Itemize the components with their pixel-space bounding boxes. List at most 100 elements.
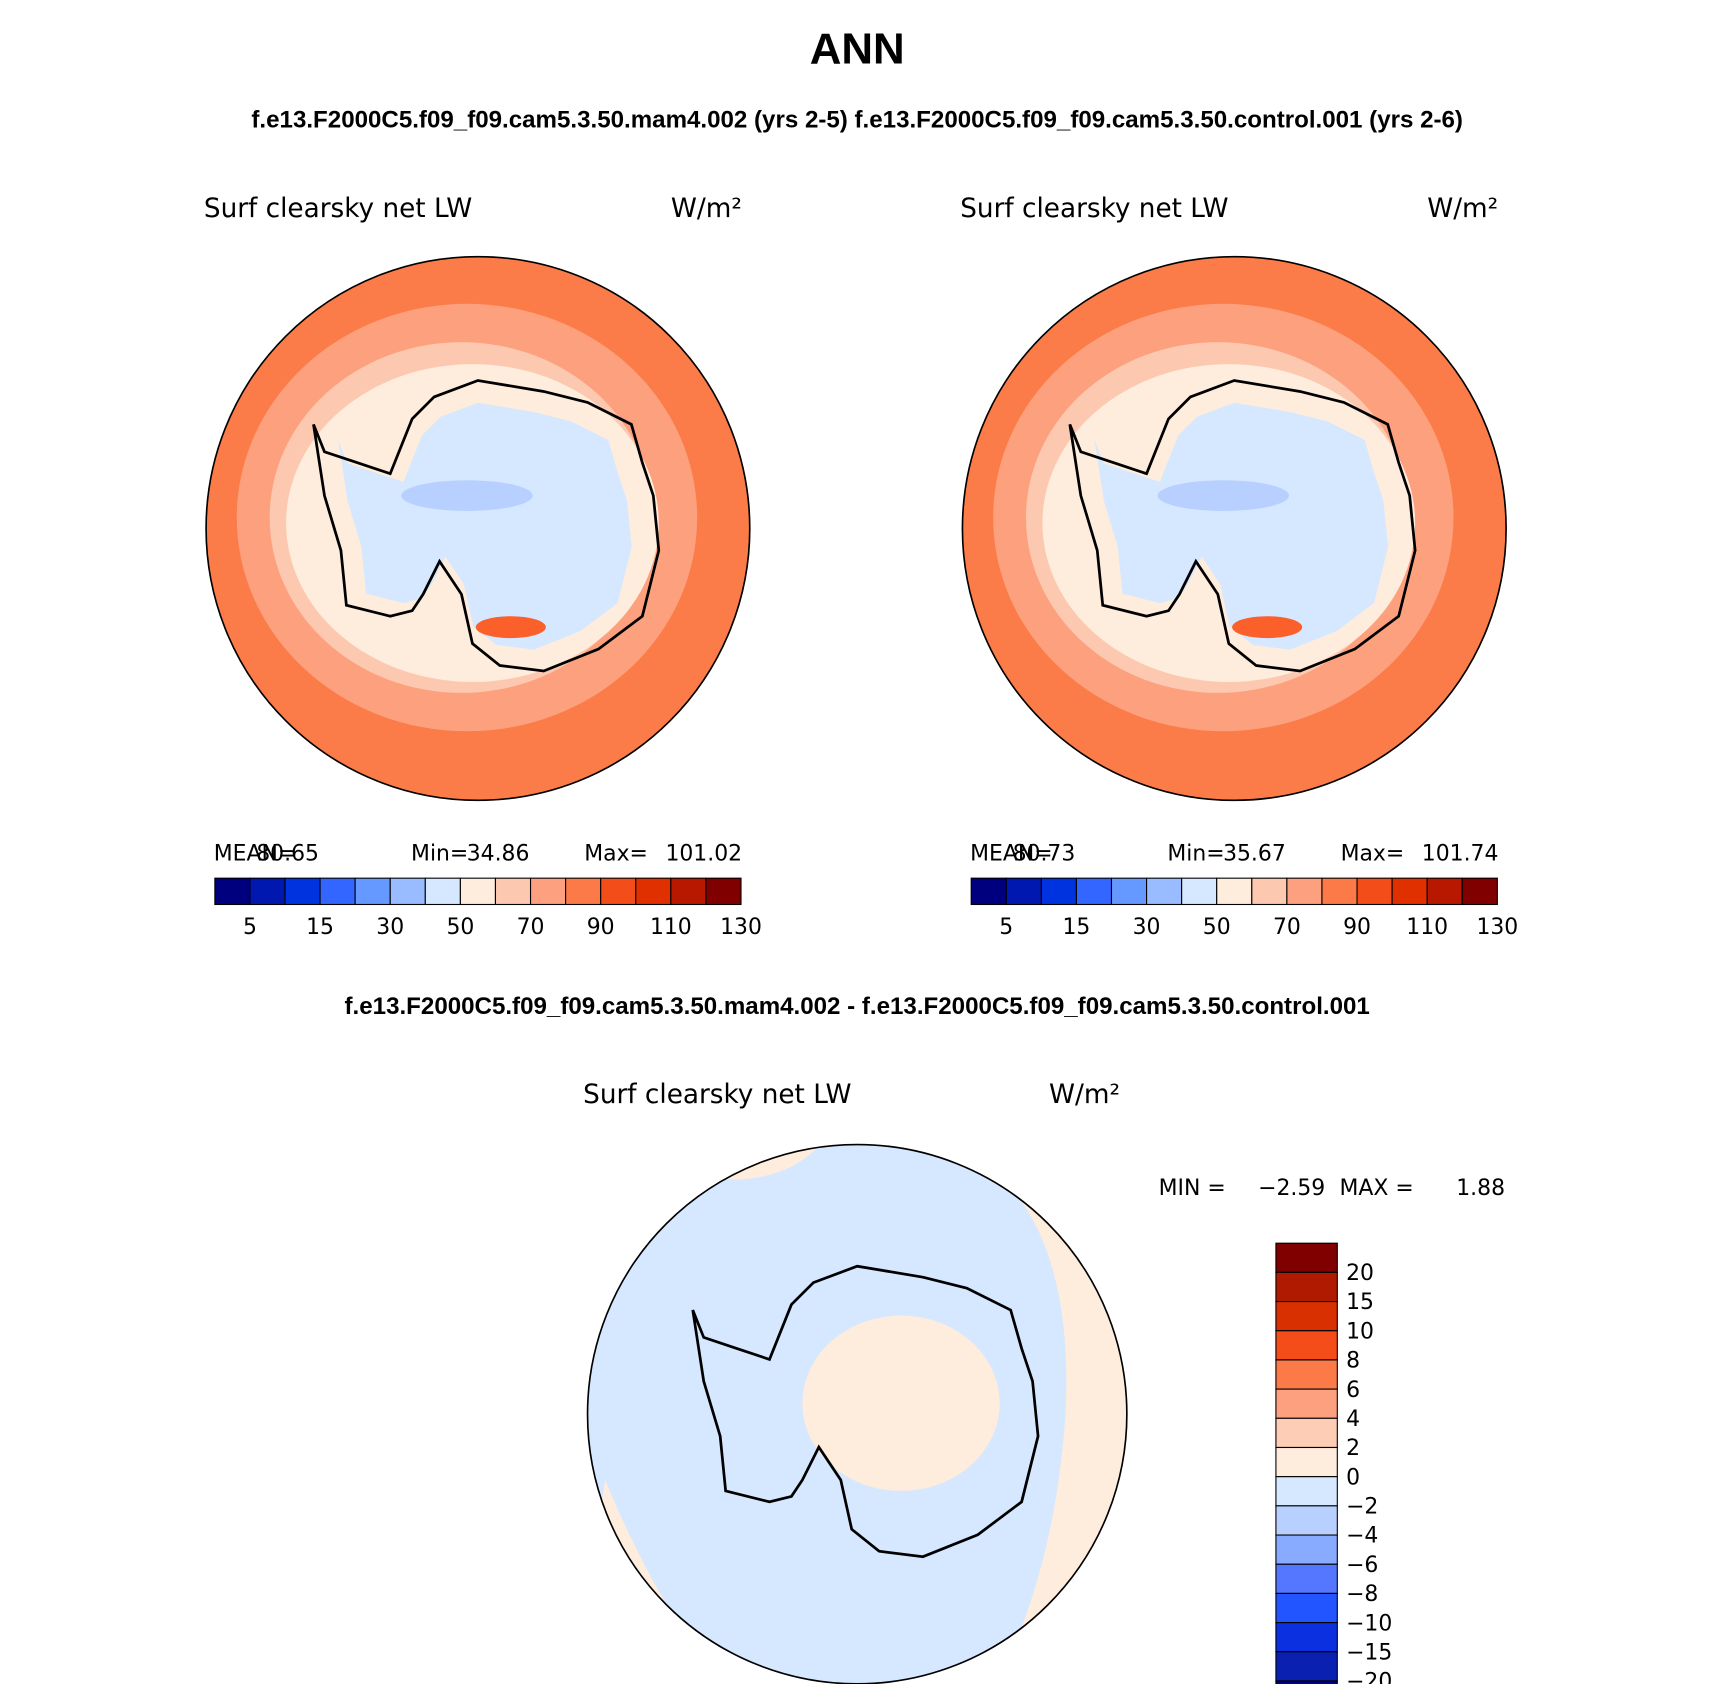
stat: 34.86 xyxy=(467,842,530,867)
stat: 101.74 xyxy=(1422,842,1499,867)
colorbar-box xyxy=(459,877,497,906)
subtitle: f.e13.F2000C5.f09_f09.cam5.3.50.mam4.002… xyxy=(251,106,1463,133)
map-region xyxy=(1094,402,1389,650)
stat: 101.02 xyxy=(665,842,742,867)
map xyxy=(962,256,1507,801)
colorbar-box xyxy=(1275,1388,1338,1419)
colorbar-box xyxy=(1275,1534,1338,1565)
colorbar-box xyxy=(1275,1563,1338,1594)
stat: Max= xyxy=(1341,842,1405,867)
colorbar-label: 15 xyxy=(1346,1290,1374,1315)
colorbar-box xyxy=(1040,877,1077,906)
colorbar-label: 8 xyxy=(1346,1349,1360,1374)
colorbar-label: 5 xyxy=(243,915,257,940)
colorbar-box xyxy=(1356,877,1393,906)
colorbar-label: 30 xyxy=(1133,915,1161,940)
map-region xyxy=(1157,480,1290,511)
colorbar-label: 70 xyxy=(1273,915,1301,940)
stat: MEAN= xyxy=(214,842,296,867)
stat: MIN = xyxy=(1159,1176,1226,1201)
colorbar-label: −20 xyxy=(1346,1670,1392,1684)
colorbar-box xyxy=(1275,1476,1338,1507)
map-border xyxy=(961,255,1507,802)
colorbar-label: 0 xyxy=(1346,1465,1360,1490)
colorbar-box xyxy=(970,877,1007,906)
colorbar-box xyxy=(389,877,426,906)
colorbar-box xyxy=(319,877,356,906)
colorbar-label: 6 xyxy=(1346,1378,1360,1403)
stat: 80.73 xyxy=(1013,842,1076,867)
title: ANN xyxy=(810,25,905,74)
colorbar-box xyxy=(1391,877,1428,906)
map xyxy=(206,256,750,801)
colorbar-box xyxy=(1321,877,1358,906)
colorbar-box xyxy=(529,877,567,906)
colorbar-box xyxy=(354,877,391,906)
stat: Min= xyxy=(411,842,468,867)
colorbar-label: 30 xyxy=(376,915,404,940)
colorbar-box xyxy=(214,877,251,906)
stat: Max= xyxy=(584,842,648,867)
colorbar-label: 10 xyxy=(1346,1319,1374,1344)
colorbar-box xyxy=(1275,1651,1338,1682)
stat: 35.67 xyxy=(1223,842,1286,867)
colorbar-box xyxy=(705,877,742,906)
colorbar-box xyxy=(1275,1417,1338,1449)
coastline xyxy=(691,1264,1040,1559)
colorbar-label: −6 xyxy=(1346,1553,1378,1578)
colorbar-box xyxy=(1075,877,1113,906)
colorbar-box xyxy=(1275,1242,1338,1273)
colorbar-label: 90 xyxy=(587,915,615,940)
colorbar-label: 50 xyxy=(446,915,474,940)
colorbar-label: 20 xyxy=(1346,1261,1374,1286)
colorbar-box xyxy=(1005,877,1042,906)
colorbar-label: 110 xyxy=(1406,915,1448,940)
colorbar-box xyxy=(1251,877,1288,906)
colorbar-label: 2 xyxy=(1346,1436,1360,1461)
map-region xyxy=(401,480,533,511)
colorbar-box xyxy=(1275,1505,1338,1536)
map xyxy=(587,1144,1127,1684)
colorbar-box xyxy=(284,877,321,906)
difference-title: f.e13.F2000C5.f09_f09.cam5.3.50.mam4.002… xyxy=(345,993,1370,1020)
colorbar-box xyxy=(1216,877,1253,906)
colorbar-label: −10 xyxy=(1346,1611,1392,1636)
colorbar-label: 50 xyxy=(1203,915,1231,940)
coastline xyxy=(1068,379,1417,673)
colorbar-box xyxy=(494,877,532,906)
map-region xyxy=(338,402,632,650)
colorbar-label: 110 xyxy=(650,915,692,940)
units: W/m² xyxy=(671,194,742,224)
colorbar-box xyxy=(1286,877,1323,906)
colorbar-box xyxy=(1461,877,1498,906)
colorbar-box xyxy=(1275,1680,1338,1684)
colorbar-label: 5 xyxy=(999,915,1013,940)
colorbar-label: −4 xyxy=(1346,1524,1378,1549)
field-name: Surf clearsky net LW xyxy=(583,1080,851,1110)
colorbar-box xyxy=(1275,1271,1338,1303)
colorbar-box xyxy=(1275,1592,1338,1624)
colorbar-label: 15 xyxy=(1062,915,1090,940)
colorbar-label: 4 xyxy=(1346,1407,1360,1432)
colorbar-box xyxy=(1146,877,1183,906)
colorbar-box xyxy=(1426,877,1463,906)
stat: Min= xyxy=(1167,842,1224,867)
stat: 80.65 xyxy=(256,842,319,867)
stat: 1.88 xyxy=(1456,1176,1505,1201)
colorbar-label: −15 xyxy=(1346,1640,1392,1665)
stat: −2.59 xyxy=(1258,1176,1325,1201)
map-region xyxy=(802,1315,1000,1491)
colorbar-box xyxy=(1181,877,1218,906)
colorbar-box xyxy=(424,877,461,906)
colorbar-label: −2 xyxy=(1346,1495,1378,1520)
colorbar-label: 130 xyxy=(720,915,762,940)
field-name: Surf clearsky net LW xyxy=(960,194,1228,224)
colorbar-box xyxy=(635,877,672,906)
colorbar-box xyxy=(1110,877,1148,906)
colorbar-label: −8 xyxy=(1346,1582,1378,1607)
colorbar-label: 130 xyxy=(1476,915,1518,940)
colorbar-box xyxy=(565,877,602,906)
stat: MEAN= xyxy=(970,842,1052,867)
